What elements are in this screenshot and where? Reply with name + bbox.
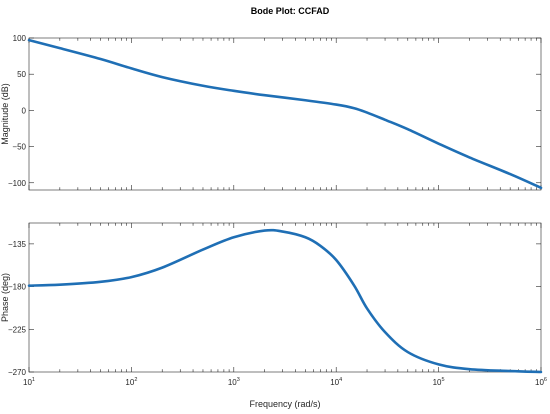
magnitude-series-line bbox=[27, 38, 543, 190]
y-tick-label: −270 bbox=[8, 368, 27, 377]
x-tick-label: 101 bbox=[23, 377, 35, 387]
phase-axes-box bbox=[28, 222, 542, 373]
y-tick-label: 50 bbox=[17, 70, 26, 79]
x-tick-label: 106 bbox=[535, 377, 547, 387]
x-tick-labels: 101 102 103 104 105 106 bbox=[23, 377, 547, 387]
y-tick-label: 100 bbox=[13, 34, 27, 43]
y-tick-label: −180 bbox=[8, 283, 27, 292]
x-tick-label: 104 bbox=[330, 377, 342, 387]
magnitude-panel: 100 50 0 −50 −100 Magnitude (dB) bbox=[0, 34, 543, 191]
x-axis-label: Frequency (rad/s) bbox=[249, 399, 320, 409]
y-tick-label: 0 bbox=[22, 106, 27, 115]
phase-y-axis-label: Phase (deg) bbox=[0, 273, 10, 322]
x-tick-label: 102 bbox=[125, 377, 137, 387]
y-tick-label: −50 bbox=[12, 143, 26, 152]
phase-panel: −135 −180 −225 −270 Phase (deg) bbox=[0, 222, 543, 377]
magnitude-y-ticks: 100 50 0 −50 −100 bbox=[8, 34, 541, 188]
x-tick-label: 103 bbox=[228, 377, 240, 387]
x-tick-label: 105 bbox=[433, 377, 445, 387]
phase-series-line bbox=[27, 228, 543, 374]
y-tick-label: −225 bbox=[8, 325, 27, 334]
y-tick-label: −135 bbox=[8, 240, 27, 249]
chart-title: Bode Plot: CCFAD bbox=[251, 6, 330, 16]
y-tick-label: −100 bbox=[8, 179, 27, 188]
phase-y-ticks: −135 −180 −225 −270 bbox=[8, 240, 541, 377]
magnitude-y-axis-label: Magnitude (dB) bbox=[0, 83, 10, 145]
